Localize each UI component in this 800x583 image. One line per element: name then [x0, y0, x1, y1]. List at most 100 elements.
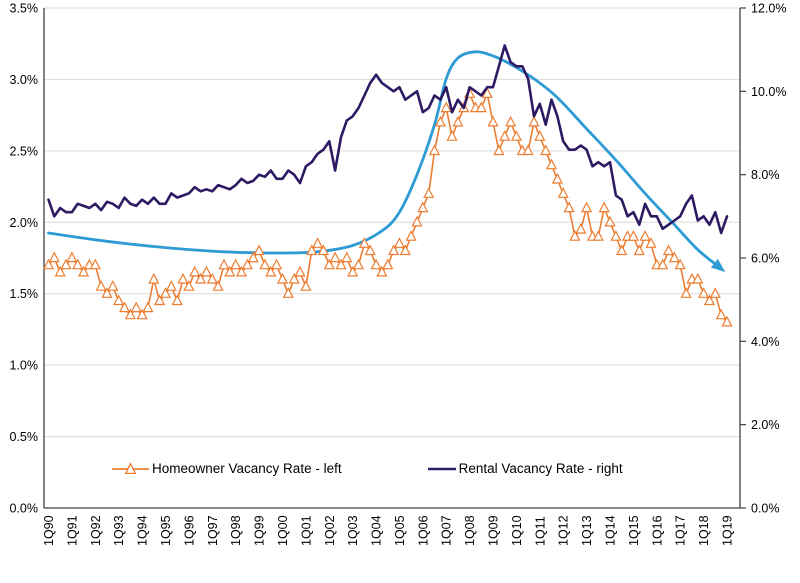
triangle-marker-icon	[440, 101, 452, 113]
x-axis-tick-label: 1Q06	[416, 515, 430, 546]
triangle-marker-icon	[189, 265, 201, 277]
x-axis-tick-label: 1Q00	[276, 515, 290, 546]
triangle-marker-icon	[446, 130, 458, 141]
right-axis-tick-label: 10.0%	[751, 85, 786, 99]
triangle-marker-icon	[276, 272, 289, 284]
x-axis-tick-label: 1Q93	[112, 515, 126, 546]
triangle-marker-icon	[124, 308, 136, 320]
triangle-marker-icon	[300, 280, 312, 291]
triangle-marker-icon	[312, 237, 324, 248]
triangle-marker-icon	[709, 287, 721, 298]
x-axis-tick-label: 1Q13	[580, 515, 594, 546]
left-axis-tick-label: 0.5%	[10, 430, 39, 444]
triangle-marker-icon	[78, 265, 90, 277]
triangle-marker-icon	[569, 230, 581, 241]
right-axis-tick-label: 2.0%	[751, 418, 780, 432]
left-axis-tick-label: 1.5%	[10, 287, 39, 301]
triangle-marker-icon	[575, 222, 587, 234]
triangle-marker-icon	[551, 172, 563, 184]
legend-item-homeowner: Homeowner Vacancy Rate - left	[112, 461, 342, 476]
triangle-marker-icon	[253, 244, 265, 256]
triangle-marker-icon	[101, 287, 113, 298]
x-axis-tick-label: 1Q14	[604, 515, 618, 546]
triangle-marker-icon	[563, 201, 575, 213]
x-axis-tick-label: 1Q12	[557, 515, 571, 546]
triangle-marker-icon	[306, 244, 318, 256]
x-axis-tick-label: 1Q02	[323, 515, 337, 546]
triangle-marker-icon	[247, 251, 259, 263]
left-axis-tick-label: 3.0%	[10, 73, 39, 87]
triangle-marker-icon	[616, 244, 628, 256]
triangle-marker-icon	[399, 244, 411, 256]
right-axis-tick-label: 12.0%	[751, 2, 786, 16]
triangle-marker-icon	[411, 215, 423, 227]
triangle-marker-icon	[54, 265, 66, 277]
trend-arrowhead-icon	[710, 258, 726, 273]
triangle-marker-icon	[557, 187, 569, 198]
left-axis-tick-label: 2.0%	[10, 216, 39, 230]
right-axis-tick-label: 8.0%	[751, 168, 780, 182]
triangle-marker-icon	[235, 265, 248, 277]
triangle-marker-icon	[674, 258, 686, 270]
trend-curve	[47, 50, 720, 268]
triangle-marker-icon	[499, 130, 511, 141]
left-axis-tick-label: 0.0%	[10, 502, 39, 516]
triangle-marker-icon	[165, 280, 177, 291]
x-axis-tick-label: 1Q99	[253, 515, 267, 546]
triangle-marker-icon	[347, 265, 359, 277]
legend-label-homeowner: Homeowner Vacancy Rate - left	[152, 461, 342, 476]
x-axis-tick-label: 1Q96	[182, 515, 196, 546]
triangle-marker-icon	[89, 258, 101, 270]
triangle-marker-icon	[417, 201, 429, 213]
triangle-marker-icon	[212, 280, 224, 291]
triangle-marker-icon	[493, 144, 505, 156]
triangle-marker-icon	[545, 158, 558, 170]
triangle-marker-icon	[692, 272, 704, 284]
triangle-marker-icon	[522, 144, 534, 156]
triangle-marker-icon	[423, 187, 435, 198]
triangle-marker-icon	[698, 287, 710, 298]
triangle-marker-icon	[352, 258, 365, 270]
x-axis-tick-label: 1Q98	[229, 515, 243, 546]
triangle-marker-icon	[393, 237, 405, 248]
triangle-marker-icon	[95, 280, 107, 291]
triangle-marker-icon	[405, 230, 417, 241]
x-axis-tick-label: 1Q09	[487, 515, 501, 546]
triangle-marker-icon	[265, 265, 277, 277]
chart-legend: Homeowner Vacancy Rate - left Rental Vac…	[112, 461, 623, 476]
triangle-marker-icon	[200, 265, 212, 277]
triangle-marker-icon	[335, 258, 347, 270]
triangle-marker-icon	[171, 294, 183, 306]
left-axis-tick-label: 3.5%	[10, 2, 39, 16]
triangle-marker-icon	[42, 258, 55, 270]
triangle-marker-icon	[323, 258, 335, 270]
triangle-marker-icon	[107, 280, 119, 291]
triangle-marker-icon	[639, 230, 651, 241]
rental-series-line	[47, 44, 729, 235]
x-axis-tick-label: 1Q08	[463, 515, 477, 546]
left-axis-tick-label: 2.5%	[10, 144, 39, 158]
triangle-marker-icon	[154, 294, 166, 306]
triangle-marker-icon	[206, 272, 218, 284]
legend-label-rental: Rental Vacancy Rate - right	[458, 461, 623, 476]
homeowner-series-markers	[42, 87, 733, 327]
legend-item-rental: Rental Vacancy Rate - right	[427, 461, 623, 476]
triangle-marker-icon	[534, 130, 546, 141]
triangle-marker-icon	[259, 258, 271, 270]
x-axis-tick-label: 1Q15	[627, 515, 641, 546]
triangle-marker-icon	[241, 258, 253, 270]
rental-legend-marker-icon	[427, 467, 456, 470]
x-axis-tick-label: 1Q97	[206, 515, 220, 546]
triangle-marker-icon	[370, 258, 382, 270]
homeowner-legend-marker-icon	[112, 461, 149, 474]
triangle-marker-icon	[388, 244, 400, 256]
x-axis-tick-label: 1Q18	[697, 515, 711, 546]
triangle-marker-icon	[481, 87, 493, 98]
triangle-marker-icon	[610, 230, 622, 241]
triangle-marker-icon	[294, 265, 306, 277]
triangle-marker-icon	[329, 251, 341, 263]
triangle-marker-icon	[645, 237, 657, 248]
triangle-marker-icon	[505, 115, 517, 127]
triangle-marker-icon	[142, 301, 154, 313]
triangle-marker-icon	[528, 115, 540, 127]
